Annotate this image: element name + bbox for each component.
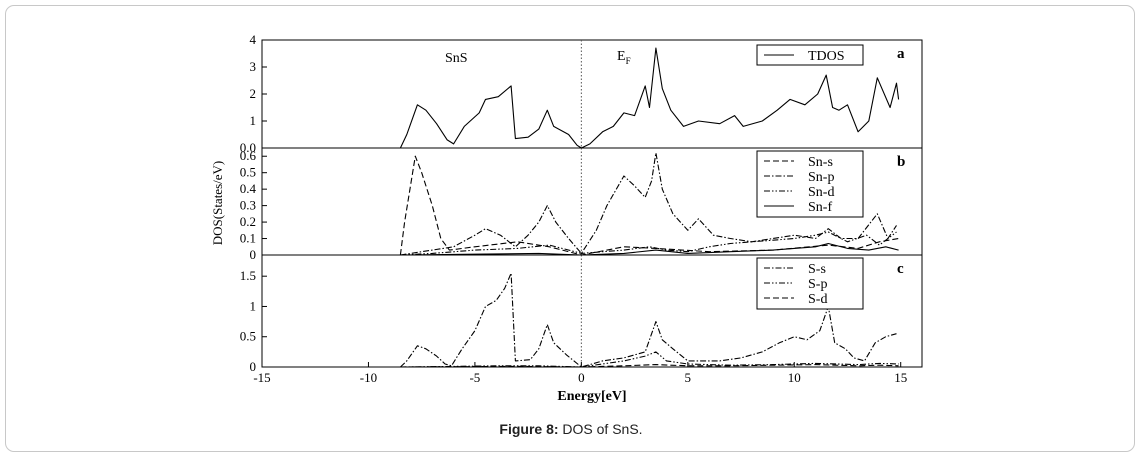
fermi-annotation: EF (617, 49, 631, 66)
y-tick-label: 0.2 (240, 214, 256, 229)
y-tick-label: 0 (250, 247, 257, 262)
panel-b-letter: b (897, 154, 905, 170)
caption-label: Figure 8: (499, 421, 559, 437)
x-tick-label: 5 (685, 370, 692, 385)
compound-annotation: SnS (445, 51, 468, 66)
series-s-p-line (400, 351, 899, 368)
x-tick-label: 0 (578, 370, 585, 385)
legend-label-sn-p: Sn-p (808, 170, 834, 185)
legend-label-s-d: S-d (808, 292, 827, 307)
series-s-d-line (400, 364, 899, 368)
figure-frame (5, 5, 1135, 452)
y-tick-label: 0.5 (240, 329, 256, 344)
y-tick-label: 1 (250, 113, 257, 128)
y-tick-label: 0.5 (240, 165, 256, 180)
figure-caption: Figure 8: DOS of SnS. (0, 421, 1142, 437)
y-tick-label: 0.4 (240, 181, 257, 196)
y-tick-label: 0.3 (240, 198, 256, 213)
y-axis-title: DOS(States/eV) (210, 161, 225, 246)
y-tick-label: 0.6 (240, 148, 257, 163)
x-axis-title: Energy[eV] (557, 389, 626, 404)
y-tick-label: 4 (250, 32, 257, 47)
legend-c-box (756, 257, 864, 310)
y-tick-label: 2 (250, 86, 257, 101)
panel-c-letter: c (897, 261, 904, 277)
x-tick-label: 10 (788, 370, 801, 385)
series-tdos-line (399, 47, 900, 149)
x-tick-label: -15 (253, 370, 270, 385)
series-sn-d-line (400, 231, 897, 256)
series-sn-s-line (399, 155, 899, 256)
legend-label-s-s: S-s (808, 262, 826, 277)
y-tick-label: 1 (250, 298, 257, 313)
legend-a-box (756, 44, 864, 66)
legend-label-sn-s: Sn-s (808, 155, 833, 170)
x-tick-label: -10 (360, 370, 377, 385)
y-tick-label: 1.5 (240, 268, 256, 283)
y-tick-label: 0.0 (240, 140, 256, 155)
x-tick-label: -5 (469, 370, 480, 385)
legend-label-tdos: TDOS (808, 49, 845, 64)
x-tick-label: 15 (894, 370, 907, 385)
series-sn-f-line (400, 242, 899, 256)
y-tick-label: 0.1 (240, 231, 256, 246)
series-sn-p-line (400, 152, 897, 256)
y-tick-label: 0 (250, 359, 257, 374)
y-tick-label: 3 (250, 59, 257, 74)
legend-label-sn-f: Sn-f (808, 200, 832, 215)
panel-a-letter: a (897, 46, 905, 62)
caption-text: DOS of SnS. (558, 421, 643, 437)
legend-label-s-p: S-p (808, 277, 827, 292)
legend-label-sn-d: Sn-d (808, 185, 834, 200)
